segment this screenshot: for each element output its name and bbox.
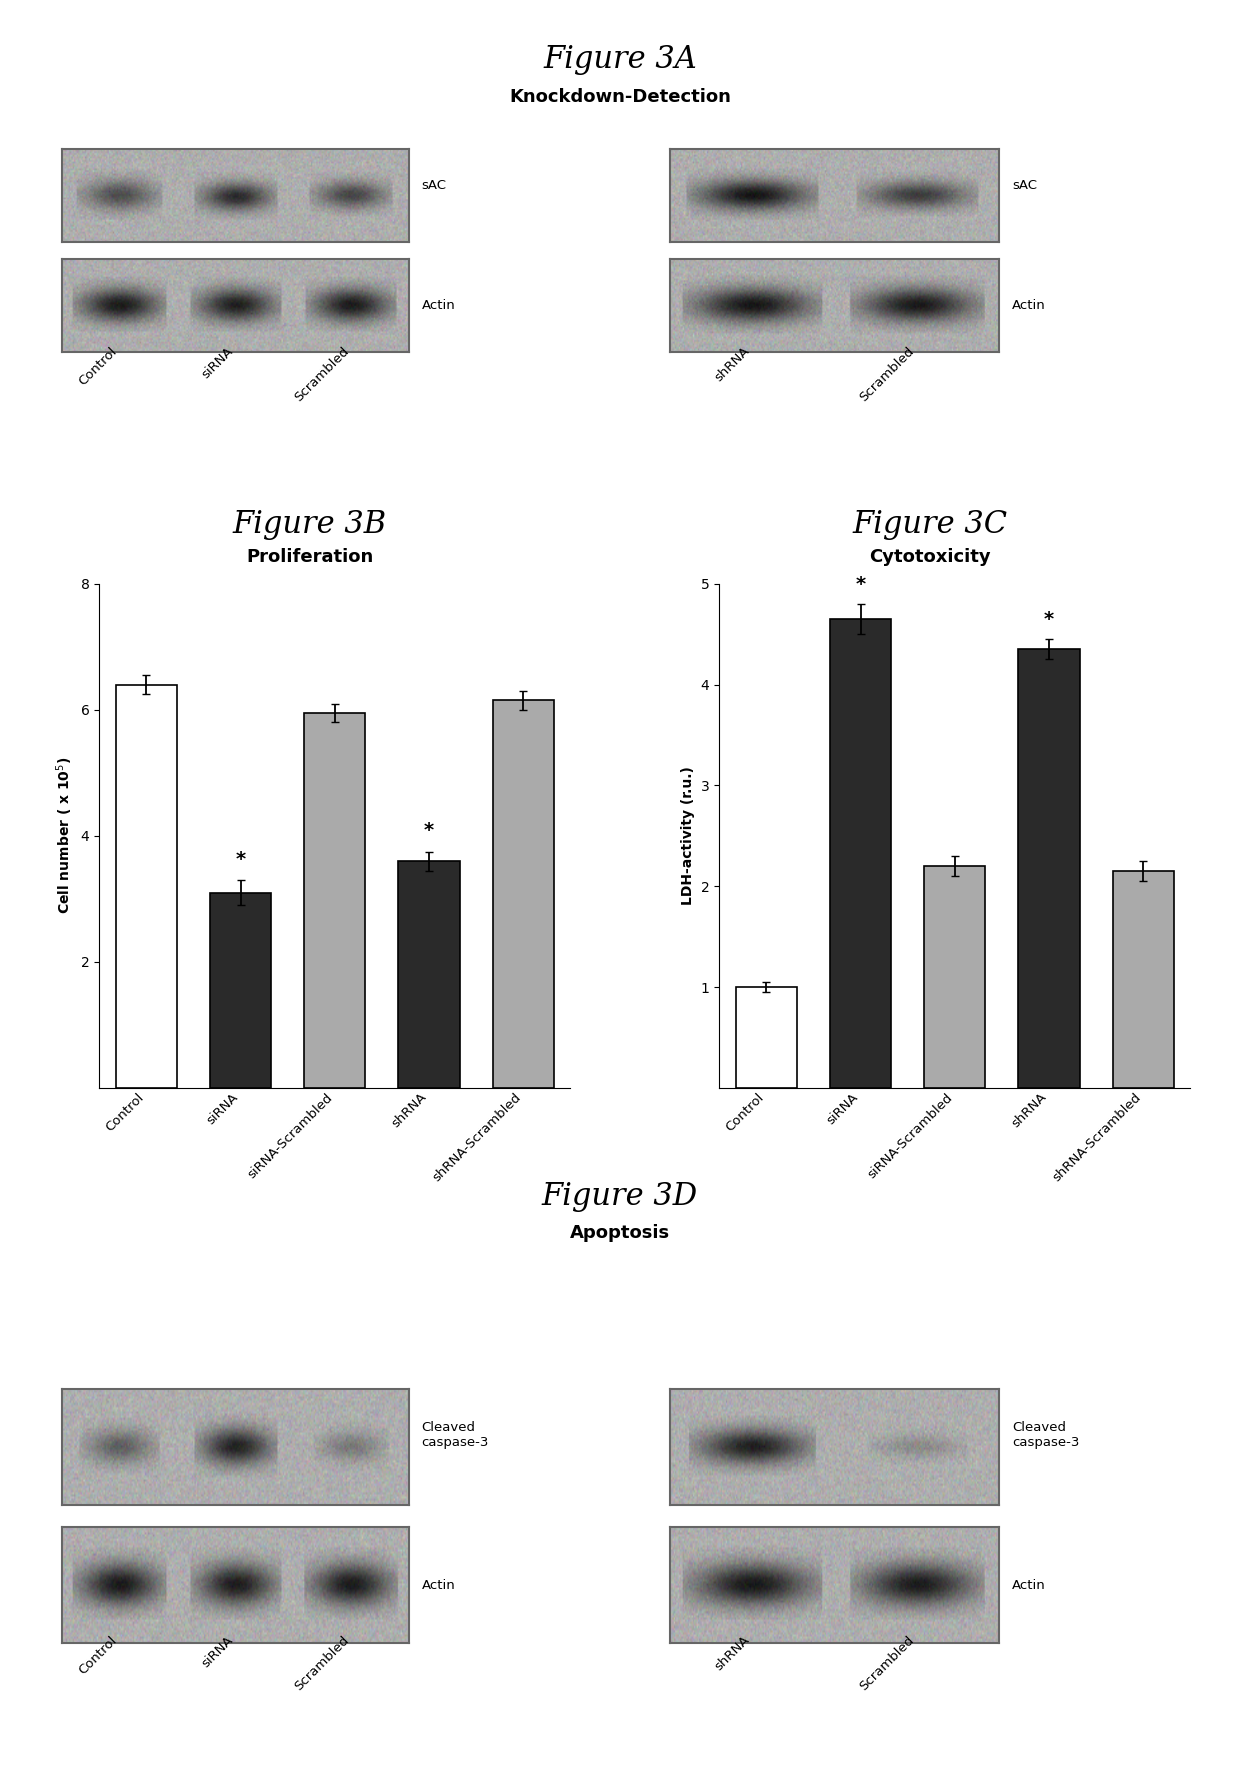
Bar [924,867,986,1088]
Text: Scrambled: Scrambled [857,1635,918,1693]
Text: Figure 3A: Figure 3A [543,44,697,76]
Bar [304,713,366,1088]
Text: shRNA: shRNA [712,1635,751,1673]
Bar [210,893,272,1088]
Text: *: * [856,575,866,594]
Text: Cleaved
caspase-3: Cleaved caspase-3 [1012,1421,1079,1449]
Bar [115,685,177,1088]
Text: Figure 3D: Figure 3D [542,1180,698,1212]
Bar [830,619,892,1088]
Text: Figure 3B: Figure 3B [233,508,387,540]
Bar [735,987,797,1088]
Text: Scrambled: Scrambled [291,1635,351,1693]
Text: sAC: sAC [1012,179,1037,193]
Text: Actin: Actin [1012,1578,1045,1592]
Text: *: * [1044,610,1054,630]
Text: *: * [424,821,434,840]
Text: sAC: sAC [422,179,446,193]
Text: Control: Control [77,1635,120,1677]
Y-axis label: LDH-activity (r.u.): LDH-activity (r.u.) [681,766,696,906]
Text: Actin: Actin [422,299,455,311]
Text: shRNA: shRNA [712,345,751,384]
Bar [1018,649,1080,1088]
Text: siRNA: siRNA [200,1635,236,1670]
Text: Knockdown-Detection: Knockdown-Detection [510,88,730,106]
Bar [492,701,554,1088]
Text: Apoptosis: Apoptosis [570,1224,670,1242]
Y-axis label: Cell number ( x 10$^{5}$): Cell number ( x 10$^{5}$) [55,757,76,915]
Bar [1112,870,1174,1088]
Text: Figure 3C: Figure 3C [852,508,1008,540]
Text: Scrambled: Scrambled [857,345,918,403]
Text: siRNA: siRNA [200,345,236,380]
Bar [398,862,460,1088]
Text: Scrambled: Scrambled [291,345,351,403]
Text: Cytotoxicity: Cytotoxicity [869,548,991,566]
Text: Control: Control [77,345,120,387]
Text: Actin: Actin [1012,299,1045,311]
Text: Cleaved
caspase-3: Cleaved caspase-3 [422,1421,489,1449]
Text: *: * [236,849,246,869]
Text: Actin: Actin [422,1578,455,1592]
Text: Proliferation: Proliferation [247,548,373,566]
